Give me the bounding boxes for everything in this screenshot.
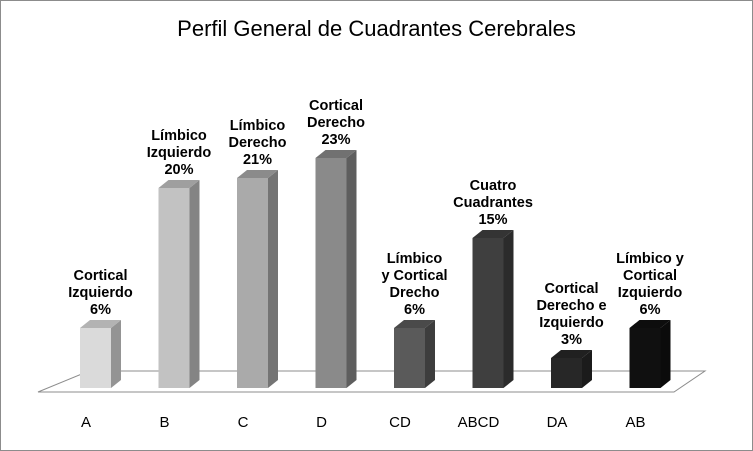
data-label-line: 6% [404,302,425,318]
bar-D [315,150,357,388]
data-label-line: 6% [640,302,661,318]
data-label-line: Límbico y [616,251,684,267]
x-tick-AB: AB [625,414,645,431]
bar-front [315,158,347,388]
bar-front [237,178,268,388]
data-label-line: Cortical [74,268,128,284]
x-tick-CD: CD [389,414,411,431]
chart-floor [37,370,707,393]
data-label-line: Derecho [228,135,286,151]
bar-CD [394,320,435,388]
data-label-line: Drecho [390,285,440,301]
bar-front [394,328,425,388]
data-label-line: Izquierdo [539,315,604,331]
data-label-line: 6% [90,302,111,318]
bar-top [315,150,357,158]
bar-side [189,180,200,388]
bar-side [503,230,514,388]
bar-C [237,170,278,388]
bar-side [346,150,357,388]
data-label-line: Izquierdo [147,145,212,161]
data-label-B: Límbico Izquierdo 20% [147,128,212,178]
bar-side [268,170,278,388]
data-label-line: Límbico [387,251,443,267]
data-label-DA: Cortical Derecho e Izquierdo 3% [536,281,606,348]
bar-front [551,358,582,388]
chart-title: Perfil General de Cuadrantes Cerebrales [177,16,576,41]
bar-front [472,238,504,388]
bar-top [158,180,200,188]
x-tick-D: D [316,414,327,431]
bar-DA [551,350,592,388]
bar-top [394,320,435,328]
data-label-line: Cuatro [470,178,517,194]
data-label-D: Cortical Derecho 23% [307,98,365,148]
data-label-line: 15% [478,212,507,228]
x-tick-ABCD: ABCD [458,414,500,431]
data-label-A: Cortical Izquierdo 6% [68,268,133,318]
bar-front [158,188,190,388]
bar-B [158,180,200,388]
bar-top [629,320,671,328]
data-label-C: Límbico Derecho 21% [228,118,286,168]
data-label-line: Límbico [151,128,207,144]
bar-top [80,320,121,328]
data-label-line: Izquierdo [68,285,133,301]
bar-side [582,350,592,388]
x-tick-A: A [81,414,91,431]
data-label-line: Cuadrantes [453,195,533,211]
bar-front [80,328,111,388]
data-label-line: Cortical [545,281,599,297]
x-tick-B: B [159,414,169,431]
data-label-line: Límbico [230,118,286,134]
bar-side [660,320,671,388]
bar-top [472,230,514,238]
data-label-line: 20% [164,162,193,178]
data-label-line: Derecho [307,115,365,131]
bar-top [237,170,278,178]
x-tick-C: C [238,414,249,431]
data-label-line: Izquierdo [618,285,683,301]
data-label-ABCD: Cuatro Cuadrantes 15% [453,178,533,228]
data-label-CD: Límbico y Cortical Drecho 6% [381,251,447,318]
bar-A [80,320,121,388]
bar-top [551,350,592,358]
data-label-line: Cortical [623,268,677,284]
bar-side [111,320,121,388]
bar-AB [629,320,671,388]
data-label-AB: Límbico y Cortical Izquierdo 6% [616,251,684,318]
data-label-line: Cortical [309,98,363,114]
x-tick-DA: DA [547,414,568,431]
bar-front [629,328,661,388]
bar-side [425,320,435,388]
data-label-line: Derecho e [536,298,606,314]
data-label-line: 3% [561,332,582,348]
data-label-line: 23% [321,132,350,148]
bar-ABCD [472,230,514,388]
data-label-line: 21% [243,152,272,168]
data-label-line: y Cortical [381,268,447,284]
